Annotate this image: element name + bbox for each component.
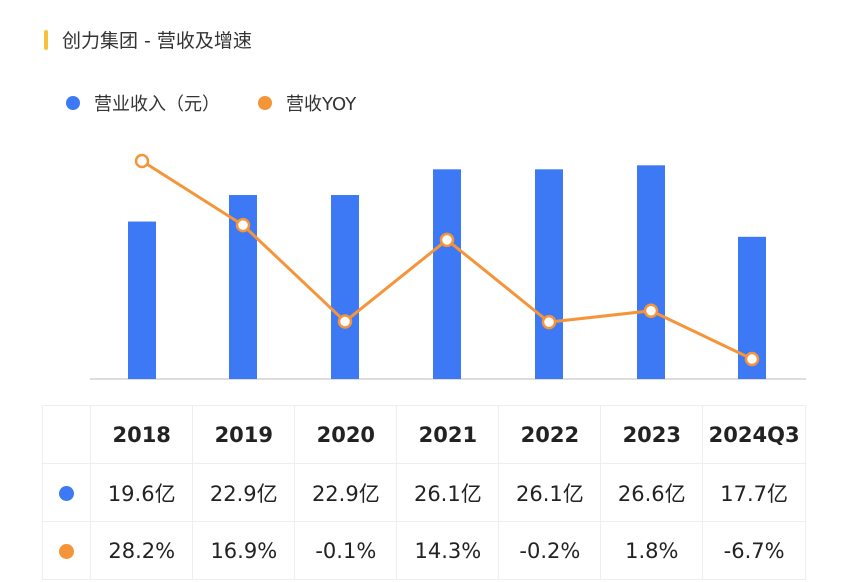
- yoy-value-2024Q3: -6.7%: [702, 521, 806, 580]
- yoy-point-2022[interactable]: [541, 314, 557, 330]
- yoy-point-2021[interactable]: [439, 232, 455, 248]
- revenue-dot-icon: [59, 486, 75, 501]
- revenue-value-2019: 22.9亿: [192, 463, 296, 522]
- revenue-value-2023: 26.6亿: [600, 463, 704, 522]
- legend-revenue-label: 营业收入（元）: [94, 94, 220, 115]
- chart-title: 创力集团 - 营收及增速: [62, 30, 252, 52]
- yoy-point-2023[interactable]: [643, 303, 659, 319]
- table-header-2023: 2023: [600, 405, 704, 464]
- table-row-yoy: 28.2% 16.9% -0.1% 14.3% -0.2% 1.8% -6.7%: [41, 521, 806, 580]
- yoy-value-2021: 14.3%: [396, 521, 500, 580]
- chart-plot: [90, 153, 806, 380]
- revenue-value-2021: 26.1亿: [396, 463, 500, 522]
- yoy-value-2022: -0.2%: [498, 521, 602, 580]
- yoy-value-2019: 16.9%: [192, 521, 296, 580]
- table-revenue-marker: [41, 463, 92, 522]
- revenue-bar-2018[interactable]: [128, 221, 156, 379]
- revenue-bar-2022[interactable]: [535, 169, 563, 379]
- revenue-value-2022: 26.1亿: [498, 463, 602, 522]
- yoy-point-2020[interactable]: [337, 314, 353, 329]
- table-header-2021: 2021: [396, 405, 500, 464]
- title-accent-bar: [44, 29, 48, 50]
- table-header-2018: 2018: [90, 405, 194, 464]
- yoy-value-2018: 28.2%: [90, 521, 194, 580]
- data-table: 2018 2019 2020 2021 2022 2023 2024Q3 19.6亿 22.9…: [41, 405, 806, 580]
- yoy-dot-icon: [59, 544, 75, 559]
- table-yoy-marker: [41, 521, 92, 580]
- legend-revenue-dot-icon: [66, 96, 80, 110]
- revenue-bar-2023[interactable]: [637, 165, 665, 379]
- revenue-value-2018: 19.6亿: [90, 463, 194, 522]
- yoy-value-2023: 1.8%: [600, 521, 704, 580]
- table-header-2022: 2022: [498, 405, 602, 464]
- yoy-value-2020: -0.1%: [294, 521, 398, 580]
- yoy-point-2019[interactable]: [235, 217, 251, 233]
- table-corner: [41, 405, 92, 464]
- chart-title-row: 创力集团 - 营收及增速: [44, 26, 252, 53]
- yoy-point-2018[interactable]: [134, 153, 150, 169]
- table-row-revenue: 19.6亿 22.9亿 22.9亿 26.1亿 26.1亿 26.6亿 17.7亿: [41, 463, 806, 522]
- yoy-point-2024Q3[interactable]: [744, 351, 760, 367]
- revenue-value-2020: 22.9亿: [294, 463, 398, 522]
- legend-yoy-dot-icon: [258, 96, 272, 110]
- revenue-bar-2020[interactable]: [331, 195, 359, 379]
- table-header-2020: 2020: [294, 405, 398, 464]
- table-header-2024Q3: 2024Q3: [702, 405, 806, 464]
- table-header-row: 2018 2019 2020 2021 2022 2023 2024Q3: [41, 405, 806, 464]
- revenue-value-2024Q3: 17.7亿: [702, 463, 806, 522]
- legend-item-yoy[interactable]: 营收YOY: [258, 90, 356, 116]
- chart-legend: 营业收入（元） 营收YOY: [66, 90, 394, 116]
- legend-yoy-label: 营收YOY: [286, 94, 357, 115]
- table-header-2019: 2019: [192, 405, 296, 464]
- legend-item-revenue[interactable]: 营业收入（元）: [66, 90, 220, 116]
- revenue-bar-2021[interactable]: [433, 169, 461, 379]
